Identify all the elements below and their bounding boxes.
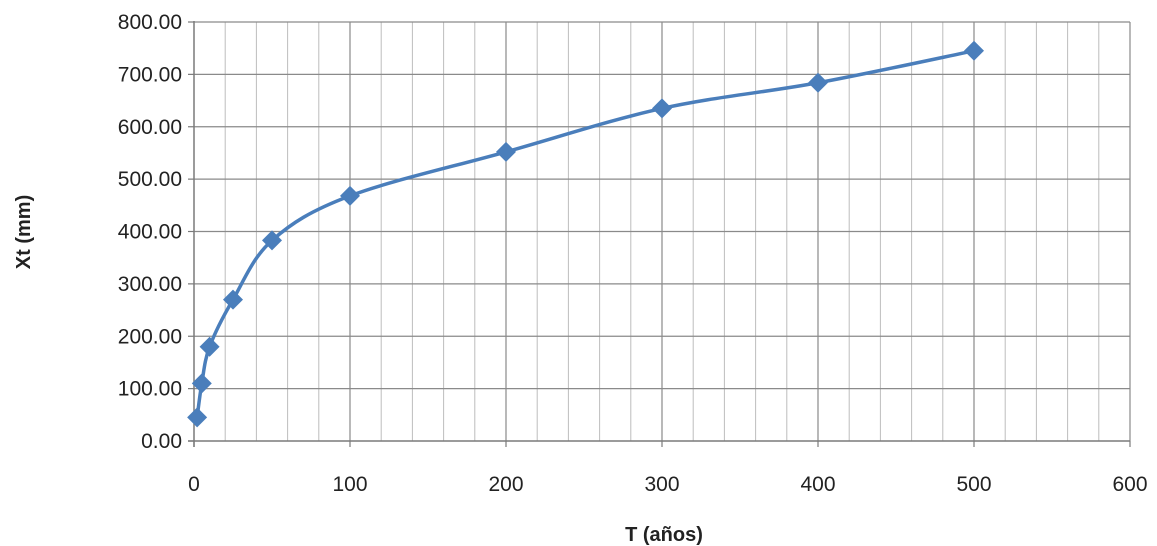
y-tick-labels: 0.00 100.00 200.00 300.00 400.00 500.00 600.00… (118, 11, 182, 453)
y-tick-label: 500.00 (118, 168, 182, 191)
x-tick-label: 100 (332, 473, 367, 496)
data-point-marker (652, 98, 672, 119)
y-tick-label: 800.00 (118, 11, 182, 34)
data-point-marker (262, 230, 282, 251)
data-point-marker (808, 72, 828, 93)
data-point-marker (191, 373, 212, 394)
x-tick-label: 300 (644, 473, 679, 496)
data-point-marker (496, 141, 516, 162)
y-tick-label: 600.00 (118, 116, 182, 139)
x-tick-labels: 0 100 200 300 400 500 600 (188, 473, 1147, 496)
series-line (195, 49, 976, 420)
marker-layer (187, 40, 984, 428)
x-tick-label: 200 (488, 473, 523, 496)
y-axis-title: Xt (mm) (13, 195, 35, 269)
x-tick-label: 0 (188, 473, 200, 496)
y-tick-label: 300.00 (118, 273, 182, 296)
y-tick-label: 400.00 (118, 221, 182, 244)
data-point-marker (223, 289, 243, 310)
y-tick-label: 0.00 (141, 430, 182, 453)
x-tick-label: 600 (1112, 473, 1147, 496)
x-tick-label: 500 (956, 473, 991, 496)
y-tick-label: 200.00 (118, 325, 182, 348)
data-point-marker (964, 40, 984, 61)
x-axis-title: T (años) (625, 524, 703, 546)
grid (194, 21, 1131, 441)
axes (188, 21, 1131, 447)
data-point-marker (187, 407, 208, 428)
data-point-marker (340, 185, 360, 206)
x-tick-label: 400 (800, 473, 835, 496)
series-layer (195, 49, 976, 420)
y-tick-label: 100.00 (118, 378, 182, 401)
data-point-marker (199, 336, 220, 357)
y-tick-label: 700.00 (118, 63, 182, 86)
